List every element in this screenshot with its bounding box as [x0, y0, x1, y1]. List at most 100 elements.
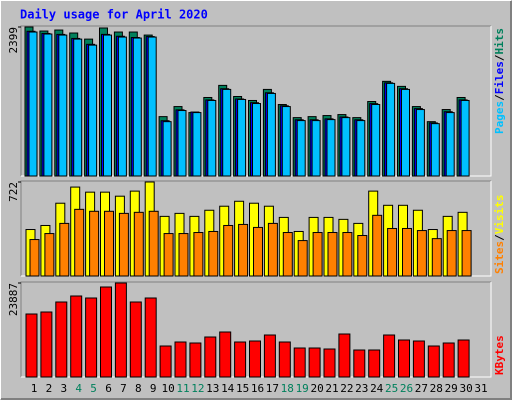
bar	[55, 301, 68, 378]
bar	[341, 117, 351, 177]
bar	[144, 297, 157, 378]
x-tick-label: 25	[385, 382, 398, 395]
bar	[148, 210, 159, 277]
bar	[461, 230, 472, 277]
bar	[249, 340, 261, 378]
x-tick-label: 23	[355, 382, 368, 395]
x-tick-label: 30	[459, 382, 472, 395]
x-tick-label: 20	[310, 382, 323, 395]
bar	[103, 34, 112, 177]
legend: Sites/Visits	[493, 195, 506, 275]
legend-entry: Sites	[493, 241, 506, 274]
y-tick-label: 722	[7, 182, 20, 202]
bar	[58, 34, 68, 177]
bar	[416, 230, 427, 277]
bar	[253, 226, 263, 277]
legend-separator: /	[493, 54, 506, 61]
bar	[70, 295, 83, 378]
x-tick-label: 24	[370, 382, 384, 395]
bar	[338, 333, 351, 378]
plot-bevel-dark	[20, 281, 491, 377]
bar	[402, 227, 412, 277]
x-tick-label: 9	[150, 382, 157, 395]
bar	[263, 334, 276, 378]
x-tick-label: 5	[90, 382, 97, 395]
x-tick-label: 17	[266, 382, 279, 395]
bar	[296, 120, 306, 177]
bar	[89, 210, 100, 277]
bar	[445, 112, 455, 177]
bar	[29, 239, 40, 277]
bar	[234, 341, 247, 378]
x-tick-label: 22	[340, 382, 353, 395]
y-tick-label: 2399	[7, 27, 20, 54]
bar	[386, 82, 396, 177]
bar	[442, 342, 455, 378]
y-tick-label: 23887	[7, 283, 20, 316]
bar	[237, 98, 247, 177]
legend-separator: /	[493, 234, 506, 241]
plot-bevel-dark	[20, 180, 491, 276]
bar	[342, 232, 353, 277]
bar	[308, 347, 321, 378]
bar	[28, 31, 38, 177]
bar	[457, 339, 470, 378]
bar	[88, 44, 98, 177]
bar	[252, 103, 261, 177]
bar	[223, 224, 234, 277]
bar	[177, 110, 187, 177]
x-tick-label: 16	[251, 382, 264, 395]
bar	[267, 222, 278, 277]
bar	[293, 347, 306, 378]
bar	[100, 286, 112, 378]
x-tick-label: 6	[105, 382, 112, 395]
bar	[25, 313, 38, 378]
bar	[40, 311, 53, 378]
bar	[207, 99, 217, 177]
bar	[278, 341, 291, 378]
bar	[222, 88, 232, 177]
bar	[44, 233, 55, 277]
bar	[73, 38, 83, 177]
bar	[129, 301, 142, 378]
bar	[356, 120, 366, 177]
x-tick-label: 29	[445, 382, 458, 395]
bar	[193, 232, 204, 277]
bar	[430, 123, 440, 177]
legend-entry: Files	[493, 61, 506, 94]
x-tick-label: 21	[325, 382, 338, 395]
bar	[357, 235, 368, 277]
bar	[427, 345, 440, 378]
bar	[174, 341, 187, 378]
bar	[446, 230, 457, 277]
x-tick-label: 10	[161, 382, 174, 395]
bar	[192, 112, 202, 177]
bar	[297, 240, 308, 277]
bar	[368, 349, 381, 378]
x-tick-label: 7	[120, 382, 127, 395]
x-tick-label: 11	[176, 382, 189, 395]
bar	[117, 36, 127, 177]
legend: Pages/Files/Hits	[493, 28, 506, 134]
bar	[132, 37, 142, 177]
x-tick-label: 12	[191, 382, 204, 395]
bar	[189, 342, 202, 378]
bar	[327, 232, 338, 277]
x-tick-label: 15	[236, 382, 249, 395]
legend-entry: KBytes	[493, 335, 506, 375]
x-tick-label: 8	[135, 382, 142, 395]
bar	[159, 345, 172, 378]
x-tick-label: 2	[46, 382, 53, 395]
bar	[312, 232, 323, 277]
legend-entry: Visits	[493, 195, 506, 235]
bar	[118, 212, 129, 277]
x-tick-label: 1	[31, 382, 38, 395]
legend-entry: Hits	[493, 28, 506, 55]
bar	[398, 339, 410, 378]
x-tick-label: 18	[281, 382, 294, 395]
x-tick-label: 28	[430, 382, 443, 395]
x-tick-label: 4	[75, 382, 82, 395]
bar	[147, 36, 157, 177]
bar	[266, 92, 276, 177]
